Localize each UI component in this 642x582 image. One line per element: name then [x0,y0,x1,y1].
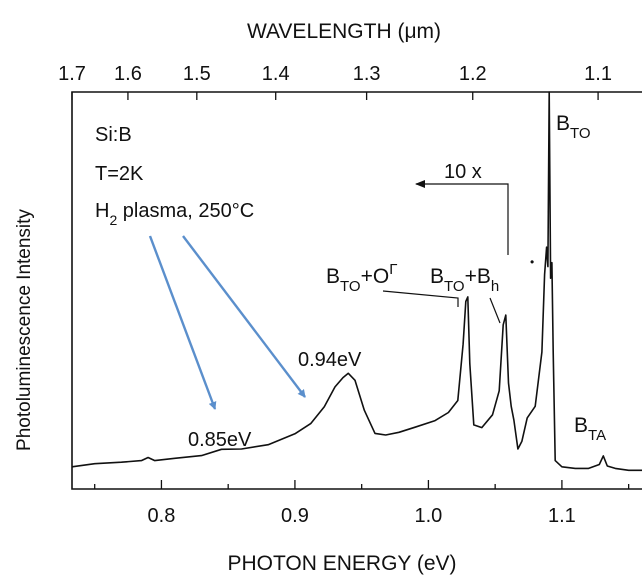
peak-label-085: 0.85eV [188,429,252,451]
x-axis-title: PHOTON ENERGY (eV) [227,552,456,575]
scale-dot: • [530,255,534,269]
bto-bh-label: BTO+Bh [430,265,499,295]
top-tick-label: 1.5 [183,63,211,85]
bto-bh-leader [489,297,501,324]
x-tick-label: 1.0 [415,505,443,527]
bto-o-label: BTO+OΓ [326,261,397,295]
top-tick-label: 1.1 [584,63,612,85]
treatment-label: H2 plasma, 250°C [95,200,254,228]
top-tick-label: 1.6 [114,63,142,85]
x-tick-label: 0.8 [148,505,176,527]
top-tick-label: 1.3 [353,63,381,85]
blue-arrow-right [182,235,306,398]
bto-label: BTO [556,112,591,142]
x-tick-label: 0.9 [281,505,309,527]
bto-o-leader [382,290,459,307]
top-axis-title: WAVELENGTH (μm) [247,20,441,43]
top-tick-label: 1.7 [58,63,86,85]
scale-factor-label: 10 x [444,161,482,183]
top-tick-label: 1.4 [262,63,290,85]
sample-label: Si:B [95,124,132,146]
plot-frame [71,91,642,490]
peak-label-094: 0.94eV [298,349,362,371]
x-axis-bottom: 0.8 0.9 1.0 1.1 [94,480,630,527]
top-tick-label: 1.2 [459,63,487,85]
bta-label: BTA [574,414,606,444]
x-tick-label: 1.1 [548,505,576,527]
temperature-label: T=2K [95,163,144,185]
scale-factor-arrow [415,180,509,255]
blue-arrow-left [148,235,217,410]
y-axis-title: Photoluminescence Intensity [14,209,35,451]
series-line [71,91,642,472]
x-axis-top: 1.7 1.6 1.5 1.4 1.3 1.2 1.1 [58,63,612,100]
